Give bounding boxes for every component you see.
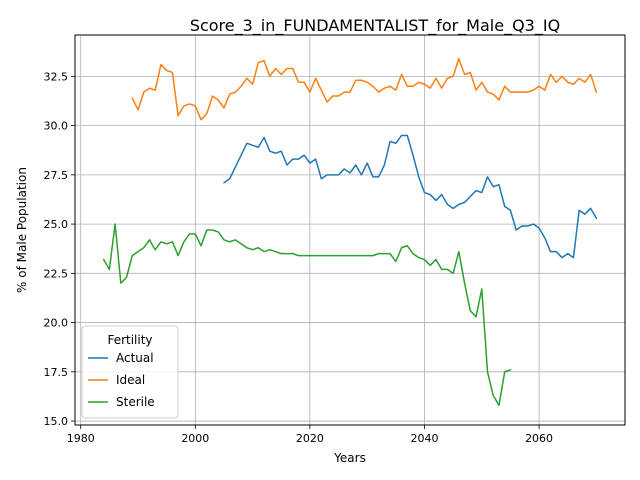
series-line-sterile <box>102 223 512 407</box>
series-line-ideal <box>131 57 598 121</box>
legend-label-sterile: Sterile <box>116 395 155 409</box>
y-tick-label: 30.0 <box>44 120 69 133</box>
legend-title: Fertility <box>107 333 152 347</box>
x-tick-label: 2020 <box>296 432 324 445</box>
x-tick-label: 2040 <box>410 432 438 445</box>
x-axis-label: Years <box>333 451 366 465</box>
y-tick-label: 17.5 <box>44 366 69 379</box>
y-axis-label: % of Male Population <box>15 167 29 293</box>
chart-title: Score_3_in_FUNDAMENTALIST_for_Male_Q3_IQ <box>190 16 560 36</box>
plot-frame <box>74 34 626 426</box>
y-tick-label: 15.0 <box>44 415 69 428</box>
legend-label-ideal: Ideal <box>116 373 145 387</box>
legend-box <box>81 325 179 419</box>
series-layer <box>102 57 598 407</box>
legend: Fertility Actual Ideal Sterile <box>81 325 179 419</box>
y-tick-label: 25.0 <box>44 218 69 231</box>
legend-label-actual: Actual <box>116 351 154 365</box>
series-line-actual <box>223 134 598 259</box>
x-tick-label: 2000 <box>181 432 209 445</box>
y-tick-label: 22.5 <box>44 267 69 280</box>
x-tick-label: 2060 <box>525 432 553 445</box>
y-tick-label: 32.5 <box>44 70 69 83</box>
y-tick-label: 20.0 <box>44 317 69 330</box>
axis-ticks: 1980 2000 2020 2040 2060 15.0 17.5 20.0 22.5 25.0… <box>44 70 554 445</box>
x-tick-label: 1980 <box>67 432 95 445</box>
y-tick-label: 27.5 <box>44 169 69 182</box>
